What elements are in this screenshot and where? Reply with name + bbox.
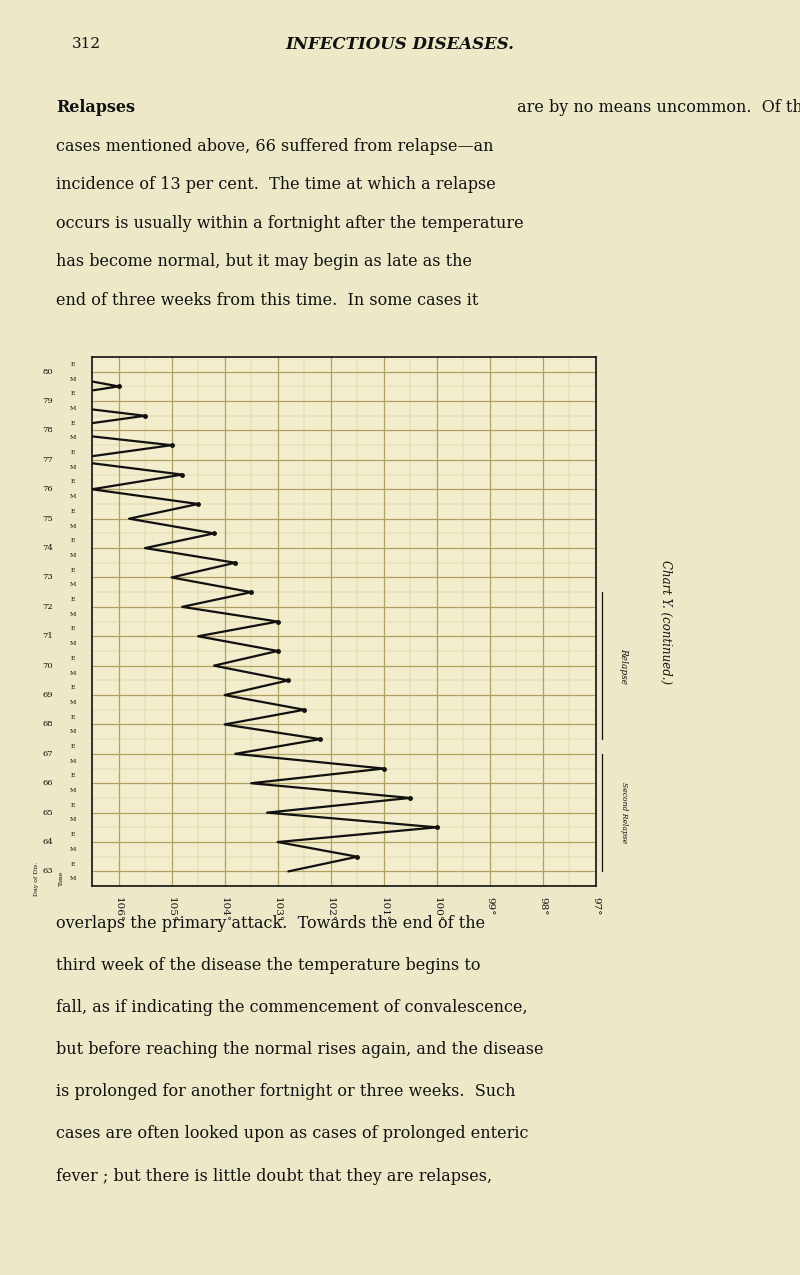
Text: Chart Y. (continued.): Chart Y. (continued.) bbox=[659, 560, 673, 683]
Text: 101°: 101° bbox=[379, 896, 388, 922]
Text: 65: 65 bbox=[42, 808, 53, 816]
Text: incidence of 13 per cent.  The time at which a relapse: incidence of 13 per cent. The time at wh… bbox=[56, 176, 496, 194]
Text: M: M bbox=[70, 612, 76, 617]
Text: M: M bbox=[70, 729, 76, 734]
Text: 71: 71 bbox=[42, 632, 53, 640]
Text: E: E bbox=[70, 509, 75, 514]
Text: E: E bbox=[70, 862, 75, 867]
Text: E: E bbox=[70, 479, 75, 484]
Text: E: E bbox=[70, 803, 75, 808]
Text: 68: 68 bbox=[42, 720, 53, 728]
Text: 97°: 97° bbox=[591, 896, 601, 915]
Text: M: M bbox=[70, 376, 76, 381]
Text: 73: 73 bbox=[42, 574, 53, 581]
Text: E: E bbox=[70, 714, 75, 719]
Text: Second Relapse: Second Relapse bbox=[620, 782, 628, 843]
Text: M: M bbox=[70, 671, 76, 676]
Text: cases are often looked upon as cases of prolonged enteric: cases are often looked upon as cases of … bbox=[56, 1126, 529, 1142]
Text: 78: 78 bbox=[42, 427, 53, 435]
Text: end of three weeks from this time.  In some cases it: end of three weeks from this time. In so… bbox=[56, 292, 478, 309]
Text: 67: 67 bbox=[42, 750, 53, 757]
Text: 70: 70 bbox=[42, 662, 53, 669]
Text: E: E bbox=[70, 391, 75, 397]
Text: 102°: 102° bbox=[326, 896, 335, 922]
Text: Relapse: Relapse bbox=[619, 648, 629, 683]
Text: 69: 69 bbox=[42, 691, 53, 699]
Text: 104°: 104° bbox=[220, 896, 229, 922]
Text: M: M bbox=[70, 583, 76, 588]
Text: but before reaching the normal rises again, and the disease: but before reaching the normal rises aga… bbox=[56, 1042, 543, 1058]
Text: M: M bbox=[70, 759, 76, 764]
Text: Relapses: Relapses bbox=[56, 99, 135, 116]
Text: has become normal, but it may begin as late as the: has become normal, but it may begin as l… bbox=[56, 254, 472, 270]
Text: M: M bbox=[70, 464, 76, 469]
Text: cases mentioned above, 66 suffered from relapse—an: cases mentioned above, 66 suffered from … bbox=[56, 138, 494, 154]
Text: 64: 64 bbox=[42, 838, 53, 847]
Text: 98°: 98° bbox=[538, 896, 547, 915]
Text: E: E bbox=[70, 774, 75, 779]
Text: E: E bbox=[70, 833, 75, 838]
Text: Day of Dis.: Day of Dis. bbox=[34, 862, 38, 896]
Text: overlaps the primary attack.  Towards the end of the: overlaps the primary attack. Towards the… bbox=[56, 914, 485, 932]
Text: 75: 75 bbox=[42, 515, 53, 523]
Text: 103°: 103° bbox=[273, 896, 282, 922]
Text: is prolonged for another fortnight or three weeks.  Such: is prolonged for another fortnight or th… bbox=[56, 1084, 515, 1100]
Text: 79: 79 bbox=[42, 397, 53, 405]
Text: 74: 74 bbox=[42, 544, 54, 552]
Text: 66: 66 bbox=[42, 779, 53, 787]
Text: E: E bbox=[70, 567, 75, 572]
Text: E: E bbox=[70, 421, 75, 426]
Text: E: E bbox=[70, 538, 75, 543]
Text: M: M bbox=[70, 495, 76, 499]
Text: M: M bbox=[70, 405, 76, 411]
Text: 77: 77 bbox=[42, 456, 53, 464]
Text: M: M bbox=[70, 641, 76, 646]
Text: 80: 80 bbox=[42, 367, 53, 376]
Text: third week of the disease the temperature begins to: third week of the disease the temperatur… bbox=[56, 956, 481, 974]
Text: M: M bbox=[70, 876, 76, 881]
Text: M: M bbox=[70, 553, 76, 558]
Text: 99°: 99° bbox=[486, 896, 494, 915]
Text: M: M bbox=[70, 524, 76, 529]
Text: 76: 76 bbox=[42, 486, 53, 493]
Text: E: E bbox=[70, 362, 75, 367]
Text: occurs is usually within a fortnight after the temperature: occurs is usually within a fortnight aft… bbox=[56, 214, 524, 232]
Text: M: M bbox=[70, 700, 76, 705]
Text: 72: 72 bbox=[42, 603, 53, 611]
Text: E: E bbox=[70, 655, 75, 660]
Text: M: M bbox=[70, 435, 76, 440]
Text: E: E bbox=[70, 597, 75, 602]
Text: 106°: 106° bbox=[114, 896, 123, 922]
Text: INFECTIOUS DISEASES.: INFECTIOUS DISEASES. bbox=[286, 36, 514, 52]
Text: M: M bbox=[70, 788, 76, 793]
Text: E: E bbox=[70, 745, 75, 748]
Text: M: M bbox=[70, 817, 76, 822]
Text: 63: 63 bbox=[42, 867, 53, 876]
Text: are by no means uncommon.  Of the 506: are by no means uncommon. Of the 506 bbox=[512, 99, 800, 116]
Text: fall, as if indicating the commencement of convalescence,: fall, as if indicating the commencement … bbox=[56, 1000, 528, 1016]
Text: 312: 312 bbox=[72, 37, 101, 51]
Text: E: E bbox=[70, 626, 75, 631]
Text: fever ; but there is little doubt that they are relapses,: fever ; but there is little doubt that t… bbox=[56, 1168, 492, 1184]
Text: 105°: 105° bbox=[167, 896, 176, 922]
Text: 100°: 100° bbox=[432, 896, 442, 922]
Text: M: M bbox=[70, 847, 76, 852]
Text: E: E bbox=[70, 450, 75, 455]
Text: Time: Time bbox=[59, 871, 64, 886]
Text: E: E bbox=[70, 685, 75, 690]
